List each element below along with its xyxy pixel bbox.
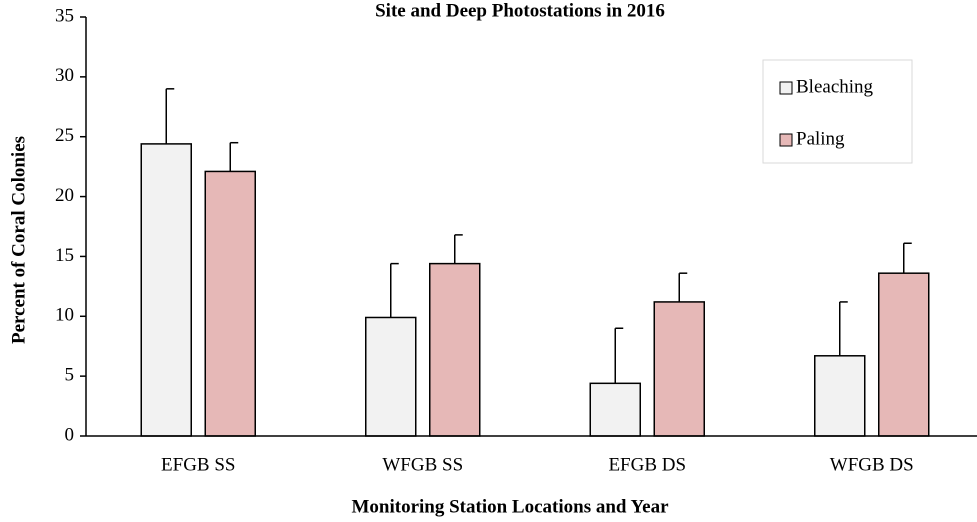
y-tick-label: 0 <box>65 424 75 445</box>
y-tick-label: 25 <box>55 125 74 146</box>
legend-label: Bleaching <box>796 76 874 97</box>
bar <box>878 272 930 437</box>
bar <box>429 262 481 437</box>
y-tick-label: 5 <box>65 365 75 386</box>
bar <box>204 170 256 437</box>
y-axis-label: Percent of Coral Colonies <box>8 136 29 344</box>
legend-swatch <box>779 81 793 95</box>
y-tick-label: 20 <box>55 185 74 206</box>
x-tick-label: EFGB DS <box>608 454 686 475</box>
bar <box>814 355 866 437</box>
x-tick-label: WFGB DS <box>830 454 914 475</box>
legend-swatch <box>779 133 793 147</box>
x-tick-label: WFGB SS <box>382 454 463 475</box>
y-tick-label: 15 <box>55 245 74 266</box>
bar <box>365 316 417 437</box>
y-tick-label: 30 <box>55 65 74 86</box>
bar <box>589 382 641 437</box>
y-tick-label: 35 <box>55 5 74 26</box>
chart-title: Site and Deep Photostations in 2016 <box>375 0 665 21</box>
legend-label: Paling <box>796 128 845 149</box>
x-axis-label: Monitoring Station Locations and Year <box>351 496 669 517</box>
x-tick-label: EFGB SS <box>161 454 235 475</box>
y-tick-label: 10 <box>55 305 74 326</box>
bar <box>140 143 192 437</box>
bar <box>653 301 705 437</box>
